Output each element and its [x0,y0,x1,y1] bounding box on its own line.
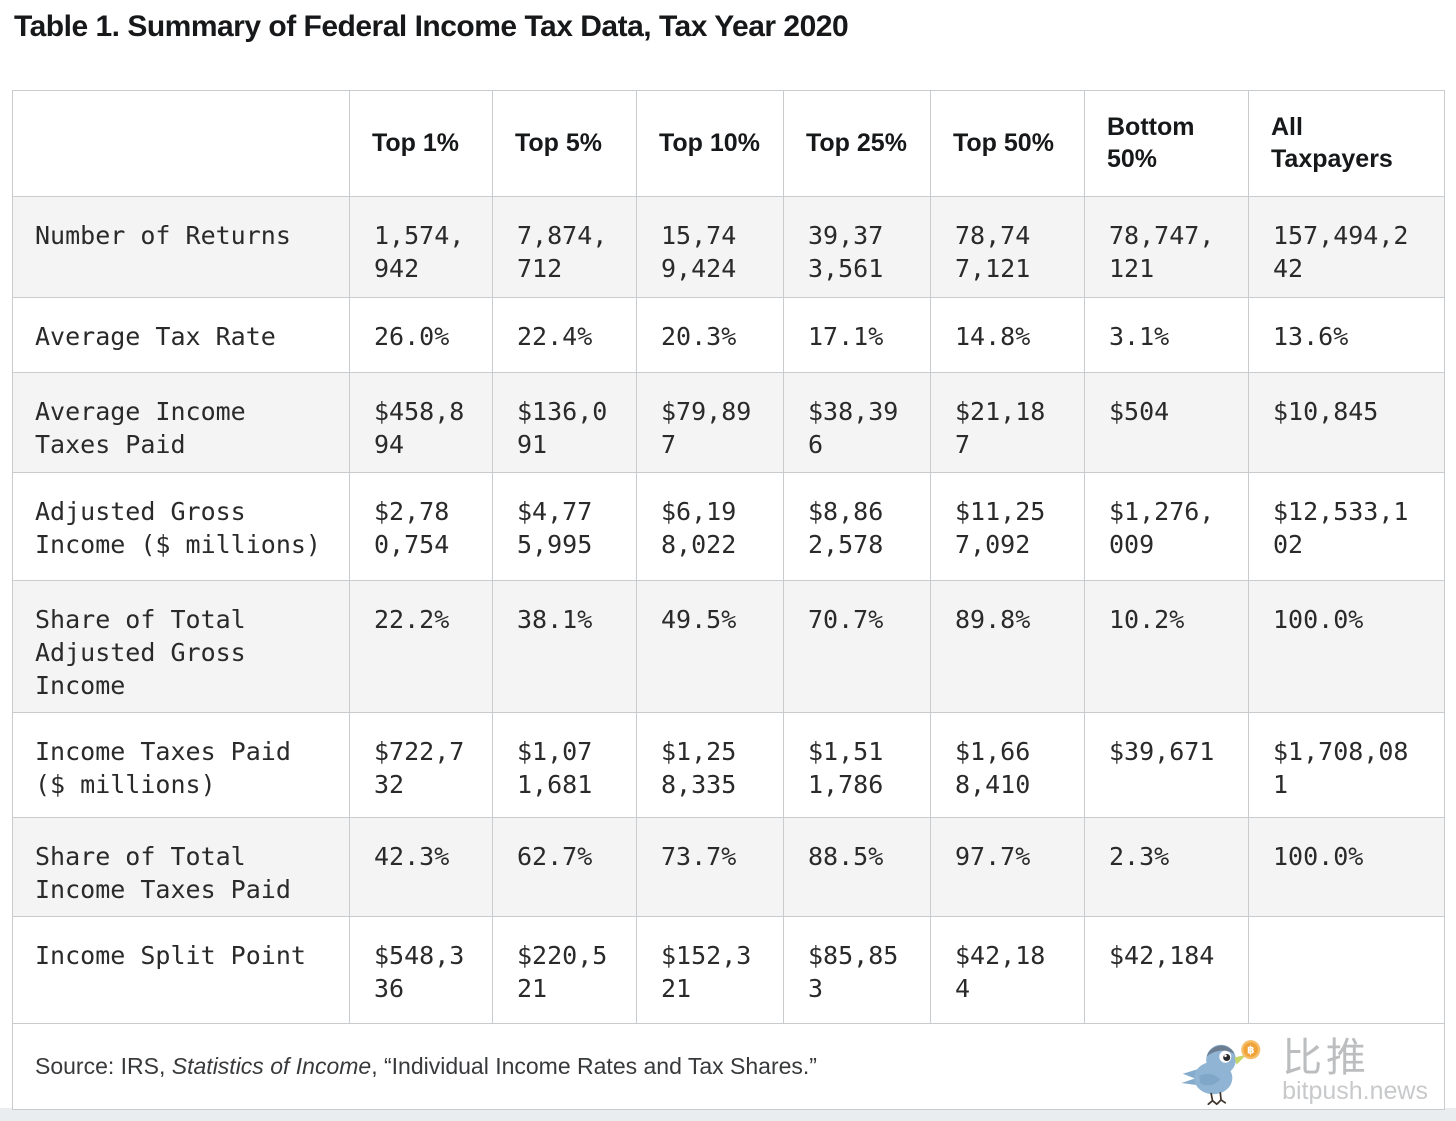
row-label: Number of Returns [12,196,350,298]
column-header: Top 25% [783,90,931,197]
data-cell: 88.5% [783,817,931,917]
data-cell: $220,521 [492,916,637,1024]
source-suffix: , “Individual Income Rates and Tax Share… [371,1053,817,1079]
data-cell: $722,732 [349,712,493,818]
data-cell: $10,845 [1248,372,1445,473]
data-cell: 49.5% [636,580,784,713]
data-cell: 78,747,121 [1084,196,1249,298]
data-cell: 1,574,942 [349,196,493,298]
data-cell: $1,276,009 [1084,472,1249,581]
data-cell: 22.4% [492,297,637,373]
data-cell: 100.0% [1248,817,1445,917]
source-row: Source: IRS, Statistics of Income, “Indi… [12,1023,1445,1110]
data-cell: 97.7% [930,817,1085,917]
data-cell: $8,862,578 [783,472,931,581]
data-cell: 38.1% [492,580,637,713]
data-cell: 17.1% [783,297,931,373]
data-cell: $1,071,681 [492,712,637,818]
data-cell: 157,494,242 [1248,196,1445,298]
data-cell: $42,184 [1084,916,1249,1024]
data-cell: $12,533,102 [1248,472,1445,581]
column-header: Bottom 50% [1084,90,1249,197]
table-row: Income Taxes Paid ($ millions) $722,732 $1… [12,712,1445,818]
row-label: Income Split Point [12,916,350,1024]
bird-icon: ฿ [1181,1040,1261,1106]
data-cell: $85,853 [783,916,931,1024]
data-cell: 10.2% [1084,580,1249,713]
column-header: Top 5% [492,90,637,197]
data-cell: $458,894 [349,372,493,473]
data-cell: 15,749,424 [636,196,784,298]
table-footer: Source: IRS, Statistics of Income, “Indi… [12,1023,1445,1110]
source-publication: Statistics of Income [171,1053,372,1079]
data-cell: $152,321 [636,916,784,1024]
column-header: Top 10% [636,90,784,197]
data-cell: $136,091 [492,372,637,473]
table-header: Top 1% Top 5% Top 10% Top 25% Top 50% Bottom … [12,90,1445,197]
table-row: Average Tax Rate 26.0% 22.4% 20.3% 17.1% 14.8… [12,297,1445,373]
data-cell: $1,258,335 [636,712,784,818]
corner-header-cell [12,90,350,197]
data-cell: $1,511,786 [783,712,931,818]
data-cell: 73.7% [636,817,784,917]
data-cell: $2,780,754 [349,472,493,581]
data-cell [1248,916,1445,1024]
row-label: Share of Total Adjusted Gross Income [12,580,350,713]
bitcoin-symbol: ฿ [1247,1044,1254,1057]
data-cell: 39,373,561 [783,196,931,298]
data-cell: $42,184 [930,916,1085,1024]
table-row: Share of Total Adjusted Gross Income 22.2… [12,580,1445,713]
data-cell: 100.0% [1248,580,1445,713]
source-note: Source: IRS, Statistics of Income, “Indi… [35,1053,817,1079]
data-cell: $6,198,022 [636,472,784,581]
data-cell: $38,396 [783,372,931,473]
data-cell: $11,257,092 [930,472,1085,581]
data-cell: 22.2% [349,580,493,713]
row-label: Average Tax Rate [12,297,350,373]
source-prefix: Source: IRS, [35,1053,172,1079]
table-row: Income Split Point $548,336 $220,521 $152,3… [12,916,1445,1024]
table-row: Share of Total Income Taxes Paid 42.3% 62.… [12,817,1445,917]
data-cell: 14.8% [930,297,1085,373]
brand-domain: bitpush.news [1282,1077,1428,1105]
row-label: Share of Total Income Taxes Paid [12,817,350,917]
federal-income-tax-table: Top 1% Top 5% Top 10% Top 25% Top 50% Bottom … [12,90,1445,1110]
brand-name-chinese: 比推 [1282,1036,1371,1080]
table-body: Number of Returns 1,574,942 7,874,712 15,74… [12,196,1445,1024]
data-cell: $4,775,995 [492,472,637,581]
data-cell: 20.3% [636,297,784,373]
data-cell: 2.3% [1084,817,1249,917]
data-cell: 70.7% [783,580,931,713]
data-cell: $1,708,081 [1248,712,1445,818]
column-header: Top 50% [930,90,1085,197]
data-cell: 89.8% [930,580,1085,713]
bitpush-logo: ฿ 比推 bitpush.news [1180,1037,1428,1107]
logo-text: 比推 bitpush.news [1282,1038,1428,1107]
table-row: Adjusted Gross Income ($ millions) $2,780… [12,472,1445,581]
table-row: Average Income Taxes Paid $458,894 $136,09… [12,372,1445,473]
data-cell: $1,668,410 [930,712,1085,818]
data-cell: $504 [1084,372,1249,473]
data-cell: 7,874,712 [492,196,637,298]
header-row: Top 1% Top 5% Top 10% Top 25% Top 50% Bottom … [12,90,1445,197]
column-header: Top 1% [349,90,493,197]
page-title: Table 1. Summary of Federal Income Tax D… [14,10,849,43]
column-header: All Taxpayers [1248,90,1445,197]
data-cell: 3.1% [1084,297,1249,373]
data-cell: 62.7% [492,817,637,917]
data-cell: $79,897 [636,372,784,473]
row-label: Adjusted Gross Income ($ millions) [12,472,350,581]
table-row: Number of Returns 1,574,942 7,874,712 15,74… [12,196,1445,298]
data-cell: 13.6% [1248,297,1445,373]
row-label: Average Income Taxes Paid [12,372,350,473]
data-cell: $39,671 [1084,712,1249,818]
row-label: Income Taxes Paid ($ millions) [12,712,350,818]
source-cell: Source: IRS, Statistics of Income, “Indi… [12,1023,1445,1110]
data-cell: 78,747,121 [930,196,1085,298]
data-cell: 26.0% [349,297,493,373]
data-cell: $548,336 [349,916,493,1024]
data-cell: $21,187 [930,372,1085,473]
data-cell: 42.3% [349,817,493,917]
